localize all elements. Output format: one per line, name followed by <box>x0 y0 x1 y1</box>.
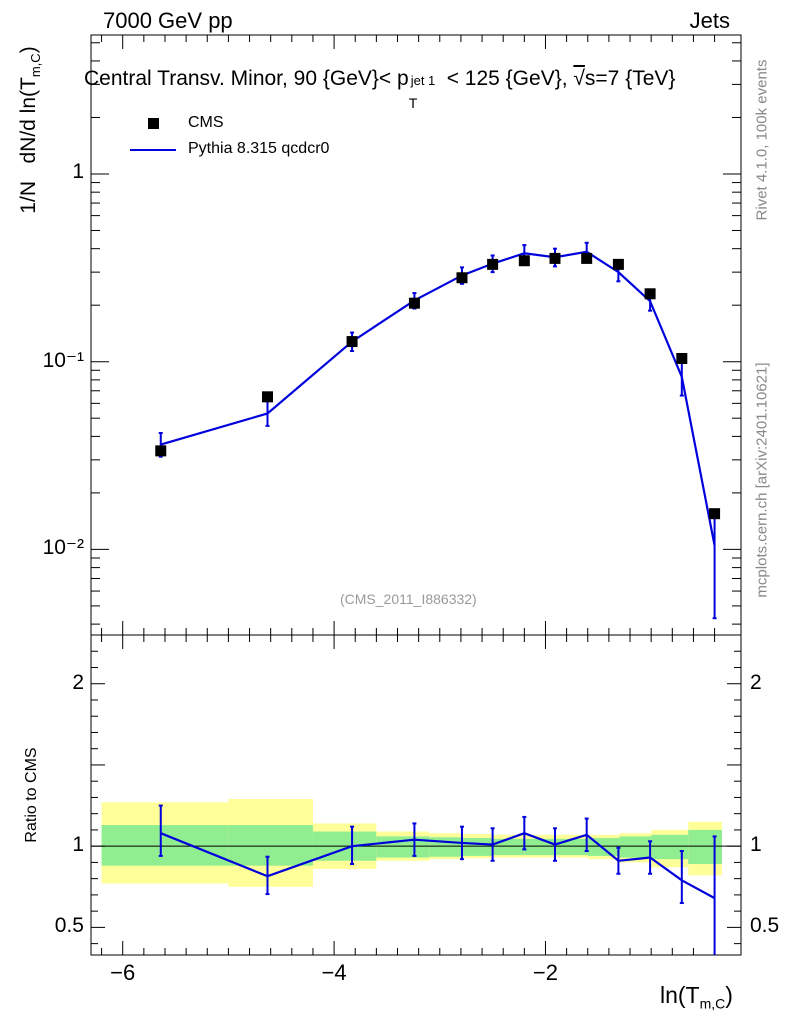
axis-ticks <box>91 35 741 955</box>
plot-title: Central Transv. Minor, 90 {GeV}< p jet 1 T… <box>84 67 676 111</box>
data-point <box>487 258 499 270</box>
band-inner <box>524 838 557 856</box>
data-point <box>644 288 656 300</box>
energy-label: 7000 GeV pp <box>103 8 233 33</box>
data-point <box>518 255 530 267</box>
x-tick-label: −6 <box>110 960 136 985</box>
band-inner <box>619 836 652 858</box>
ratio-y-tick-label: 2 <box>72 670 84 694</box>
data-point <box>676 352 688 364</box>
data-point <box>346 336 358 348</box>
y-tick-label: 10⁻² <box>42 536 84 560</box>
main-plot-frame <box>90 34 742 636</box>
sqrt-symbol: √ <box>573 67 585 90</box>
mc-series <box>158 241 717 620</box>
band-inner <box>101 825 229 866</box>
ratio-y-tick-label-right: 0.5 <box>750 914 780 938</box>
y-tick-label: 1 <box>72 159 84 183</box>
band-inner <box>492 838 525 856</box>
ratio-y-tick-label: 0.5 <box>54 914 84 938</box>
legend-line-mc <box>130 149 176 151</box>
ratio-y-tick-label: 1 <box>72 833 84 857</box>
ratio-series <box>158 804 717 955</box>
title-prefix: Central Transv. Minor, 90 {GeV}< p <box>84 67 409 90</box>
data-point <box>612 258 624 270</box>
data-point <box>408 297 420 309</box>
data-point <box>456 272 468 284</box>
x-tick-label: −2 <box>532 960 559 985</box>
ratio-uncertainty-band <box>101 799 722 887</box>
data-point <box>709 508 721 520</box>
title-mid: < 125 {GeV}, <box>446 67 574 90</box>
title-sup: jet 1 <box>410 73 436 88</box>
ratio-y-tick-label-right: 2 <box>750 670 762 694</box>
ratio-y-tick-label-right: 1 <box>750 833 762 857</box>
data-series <box>155 252 721 520</box>
band-inner <box>228 825 313 866</box>
y-tick-label: 10⁻¹ <box>42 348 84 372</box>
x-axis-label: ln(Tm,C) <box>660 982 733 1012</box>
band-inner <box>556 838 588 856</box>
plot-frames <box>90 34 742 956</box>
legend-marker-cms <box>148 118 159 129</box>
data-point <box>581 252 593 264</box>
ratio-plot-frame <box>90 634 742 956</box>
title-suffix: s=7 {TeV} <box>584 67 676 90</box>
data-point <box>155 445 167 457</box>
band-inner <box>688 829 722 865</box>
title-sub: T <box>408 95 418 111</box>
legend-label-mc: Pythia 8.315 qcdcr0 <box>188 140 330 157</box>
legend-label-cms: CMS <box>188 114 224 131</box>
data-point <box>549 252 561 264</box>
mc-line <box>160 250 716 546</box>
data-point <box>262 391 274 403</box>
process-label: Jets <box>689 8 730 33</box>
x-tick-label: −4 <box>321 960 347 985</box>
band-inner <box>460 838 493 856</box>
analysis-watermark: (CMS_2011_I886332) <box>340 591 477 607</box>
